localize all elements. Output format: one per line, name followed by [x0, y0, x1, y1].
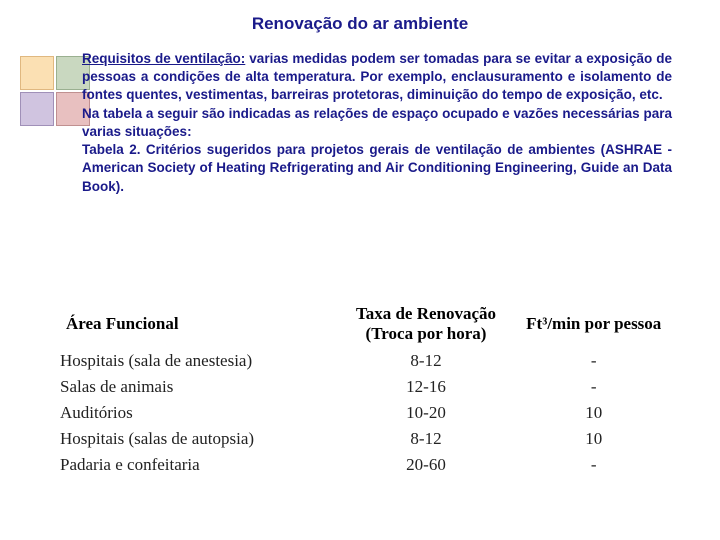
cell-ft3: - [518, 452, 671, 478]
cell-ft3: 10 [518, 426, 671, 452]
cell-ft3: - [518, 348, 671, 374]
table-row: Hospitais (sala de anestesia) 8-12 - [60, 348, 670, 374]
body-line3: Tabela 2. Critérios sugeridos para proje… [82, 142, 672, 193]
cell-ft3: 10 [518, 400, 671, 426]
table-row: Hospitais (salas de autopsia) 8-12 10 [60, 426, 670, 452]
cell-ft3: - [518, 374, 671, 400]
slide-title: Renovação do ar ambiente [0, 14, 720, 34]
cell-taxa: 8-12 [335, 426, 518, 452]
req-label: Requisitos de ventilação: [82, 51, 245, 66]
table-row: Salas de animais 12-16 - [60, 374, 670, 400]
th-ft3: Ft³/min por pessoa [518, 300, 671, 348]
body-paragraph: Requisitos de ventilação: varias medidas… [82, 50, 672, 196]
table-row: Auditórios 10-20 10 [60, 400, 670, 426]
cell-area: Salas de animais [60, 374, 335, 400]
cell-taxa: 8-12 [335, 348, 518, 374]
cell-taxa: 12-16 [335, 374, 518, 400]
cell-area: Padaria e confeitaria [60, 452, 335, 478]
cell-area: Auditórios [60, 400, 335, 426]
cell-area: Hospitais (sala de anestesia) [60, 348, 335, 374]
table-body: Hospitais (sala de anestesia) 8-12 - Sal… [60, 348, 670, 478]
logo-squares [20, 56, 90, 126]
table-header-row: Área Funcional Taxa de Renovação (Troca … [60, 300, 670, 348]
logo-square-bl [20, 92, 54, 126]
th-taxa: Taxa de Renovação (Troca por hora) [335, 300, 518, 348]
logo-square-tl [20, 56, 54, 90]
table-row: Padaria e confeitaria 20-60 - [60, 452, 670, 478]
ventilation-table: Área Funcional Taxa de Renovação (Troca … [60, 300, 670, 478]
cell-taxa: 10-20 [335, 400, 518, 426]
cell-area: Hospitais (salas de autopsia) [60, 426, 335, 452]
cell-taxa: 20-60 [335, 452, 518, 478]
body-line2: Na tabela a seguir são indicadas as rela… [82, 106, 672, 139]
th-area: Área Funcional [60, 300, 335, 348]
